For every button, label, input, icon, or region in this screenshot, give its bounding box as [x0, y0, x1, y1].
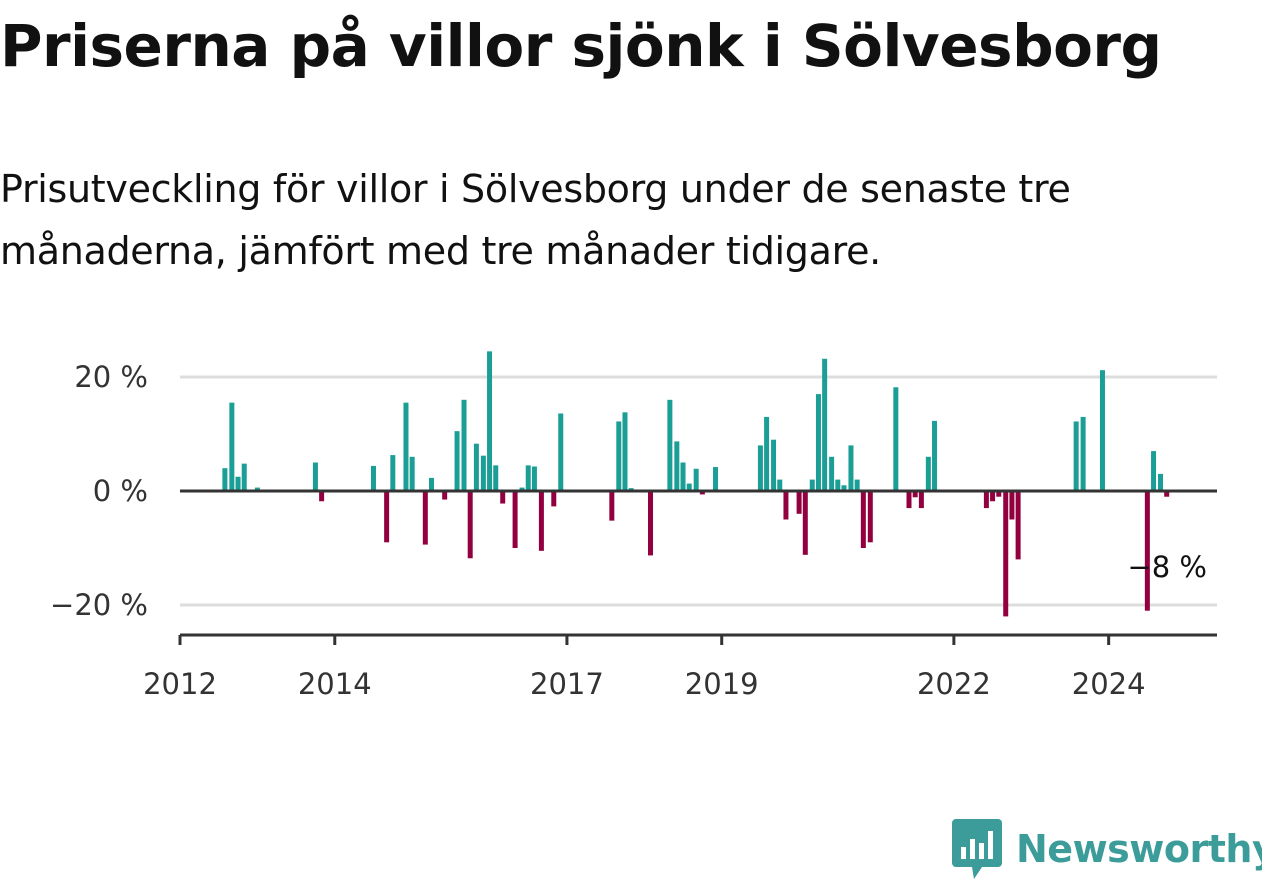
- bar: [241, 463, 247, 491]
- chart-subtitle: Prisutveckling för villor i Sölvesborg u…: [0, 167, 1071, 273]
- bar: [1158, 473, 1164, 491]
- bar: [454, 431, 460, 491]
- bar: [222, 468, 228, 491]
- bar: [319, 491, 325, 502]
- bar: [918, 491, 924, 509]
- bar: [848, 445, 854, 491]
- bar: [1073, 421, 1079, 491]
- bar: [235, 476, 241, 491]
- bar: [906, 491, 912, 509]
- chart-title: Priserna på villor sjönk i Sölvesborg: [0, 12, 1162, 80]
- bar: [531, 466, 537, 491]
- bar: [1015, 491, 1021, 560]
- bar: [429, 477, 435, 491]
- bar: [815, 394, 821, 491]
- bar: [487, 351, 493, 491]
- bar: [674, 441, 680, 491]
- bar: [771, 439, 777, 491]
- bar: [551, 491, 557, 507]
- bar: [713, 467, 719, 491]
- brand-logo: Newsworthy: [952, 818, 1262, 880]
- bar: [809, 479, 815, 491]
- bar: [667, 399, 673, 491]
- bar: [1003, 491, 1009, 617]
- bar: [893, 387, 899, 491]
- bar: [686, 483, 692, 491]
- bar: [493, 465, 499, 491]
- bar: [461, 399, 467, 491]
- x-tick-label: 2017: [530, 667, 604, 701]
- latest-value-label: −8 %: [1127, 550, 1207, 584]
- bar: [1151, 451, 1157, 491]
- bar: [983, 491, 989, 509]
- bar: [370, 465, 376, 491]
- x-tick-label: 2024: [1072, 667, 1146, 701]
- newsworthy-logo-icon: [952, 819, 1002, 879]
- bar: [648, 491, 654, 556]
- bar: [403, 402, 409, 491]
- bar-chart: 20 % 0 % −20 % 2012 2014 2017 2019 2022 2024 −8 %: [50, 351, 1217, 701]
- bar: [1164, 491, 1170, 497]
- bar: [480, 455, 486, 491]
- bar: [254, 487, 260, 491]
- bar: [932, 420, 938, 491]
- bar: [802, 491, 808, 555]
- bar: [777, 479, 783, 491]
- bar: [229, 402, 235, 491]
- bar: [442, 491, 448, 500]
- bar: [1009, 491, 1015, 520]
- bar: [390, 455, 396, 491]
- bar: [925, 456, 931, 491]
- bar: [841, 485, 847, 491]
- grid-lines: [180, 375, 1217, 607]
- x-tick-label: 2022: [917, 667, 991, 701]
- bar: [558, 413, 564, 491]
- brand-name: Newsworthy: [1016, 827, 1262, 871]
- bar: [500, 491, 506, 504]
- bar: [384, 491, 390, 543]
- axes: [178, 489, 1217, 645]
- bar: [409, 456, 415, 491]
- bar: [757, 445, 763, 491]
- bar: [467, 491, 473, 559]
- bar: [912, 491, 918, 498]
- bar: [693, 468, 699, 491]
- bar: [525, 465, 531, 491]
- bar: [512, 491, 518, 548]
- bar: [538, 491, 544, 551]
- bar: [699, 491, 705, 495]
- bar: [829, 456, 835, 491]
- bar: [835, 479, 841, 491]
- bar: [312, 462, 318, 491]
- bars: [222, 351, 1170, 617]
- bar: [783, 491, 789, 520]
- bar: [1144, 491, 1150, 611]
- bar: [680, 462, 686, 491]
- bar: [796, 491, 802, 514]
- y-tick-label: −20 %: [50, 588, 148, 622]
- x-tick-label: 2012: [143, 667, 217, 701]
- bar: [860, 491, 866, 548]
- x-tick-label: 2019: [685, 667, 759, 701]
- bar: [1099, 370, 1105, 491]
- bar: [990, 491, 996, 502]
- bar: [854, 479, 860, 491]
- bar: [764, 416, 770, 491]
- y-tick-label: 0 %: [93, 474, 148, 508]
- bar: [473, 443, 479, 491]
- y-tick-label: 20 %: [74, 360, 148, 394]
- x-tick-label: 2014: [298, 667, 372, 701]
- tick-labels: 20 % 0 % −20 % 2012 2014 2017 2019 2022 2024 −8 %: [50, 360, 1207, 701]
- bar: [519, 487, 525, 491]
- bar: [422, 491, 428, 545]
- bar: [1080, 416, 1086, 491]
- bar: [867, 491, 873, 543]
- bar: [609, 491, 615, 521]
- bar: [622, 412, 628, 491]
- bar: [996, 491, 1002, 497]
- bar: [616, 421, 622, 491]
- bar: [822, 358, 828, 491]
